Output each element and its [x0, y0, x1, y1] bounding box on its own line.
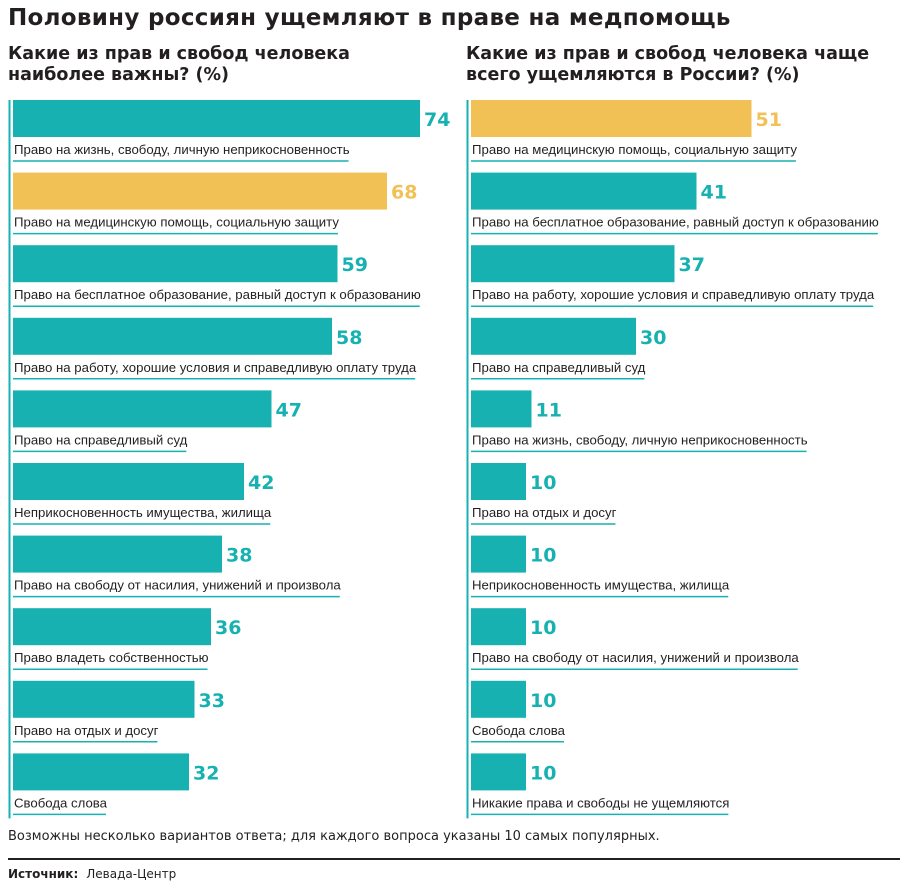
bar-highlighted: [13, 172, 387, 210]
bar-category-label: Неприкосновенность имущества, жилища: [472, 578, 730, 593]
bar: [13, 245, 338, 283]
bar-value-label: 42: [248, 472, 274, 494]
bar: [471, 317, 636, 355]
left-bar-chart: 74 Право на жизнь, свободу, личную неприк…: [8, 100, 450, 819]
bar-category-label: Свобода слова: [472, 723, 566, 738]
bar-value-label: 47: [276, 399, 302, 421]
left-chart-heading: Какие из прав и свобод человека наиболее…: [8, 44, 350, 85]
bar-value-label: 33: [199, 690, 225, 712]
bar: [13, 608, 211, 646]
source-value: Левада-Центр: [86, 867, 177, 881]
bar-value-label: 10: [530, 617, 556, 639]
right-chart-heading: Какие из прав и свобод человека чаще все…: [466, 44, 870, 85]
bar-value-label: 10: [530, 472, 556, 494]
source-label: Источник:: [8, 867, 79, 881]
bar-category-label: Право на бесплатное образование, равный …: [472, 215, 879, 230]
bar-highlighted: [471, 100, 752, 137]
bar-category-label: Право на справедливый суд: [14, 432, 188, 447]
bar: [471, 753, 526, 791]
bar-value-label: 74: [424, 109, 450, 131]
bar-value-label: 59: [342, 254, 368, 276]
bar-category-label: Право на отдых и досуг: [14, 723, 159, 738]
bar-category-label: Право на работу, хорошие условия и справ…: [472, 287, 875, 302]
bar-category-label: Никакие права и свободы не ущемляются: [472, 795, 729, 810]
bar-category-label: Право на свободу от насилия, унижений и …: [14, 578, 341, 593]
footnote: Возможны несколько вариантов ответа; для…: [8, 829, 660, 844]
bar: [471, 172, 697, 210]
bar-value-label: 10: [530, 690, 556, 712]
bar: [13, 680, 195, 718]
source-line: Источник: Левада-Центр: [8, 866, 176, 882]
bar: [13, 535, 222, 573]
bar-category-label: Право на отдых и досуг: [472, 505, 617, 520]
bar-category-label: Право на медицинскую помощь, социальную …: [14, 215, 339, 230]
bar-category-label: Право владеть собственностью: [14, 650, 209, 665]
bar: [13, 100, 420, 137]
bar: [471, 608, 526, 646]
bar-category-label: Право на жизнь, свободу, личную неприкос…: [14, 142, 350, 157]
chart-title: Половину россиян ущемляют в праве на мед…: [8, 5, 731, 31]
bar-category-label: Право на жизнь, свободу, личную неприкос…: [472, 432, 808, 447]
bar-value-label: 10: [530, 545, 556, 567]
footer-divider: [8, 858, 900, 860]
bar: [13, 753, 189, 791]
right-panel: Какие из прав и свобод человека чаще все…: [466, 44, 900, 819]
bar-value-label: 38: [226, 545, 252, 567]
bar-value-label: 10: [530, 762, 556, 784]
bar-value-label: 41: [701, 182, 727, 204]
bar-value-label: 30: [640, 327, 666, 349]
bar: [471, 463, 526, 500]
bar: [471, 535, 526, 573]
bar: [471, 390, 532, 428]
bar: [13, 463, 244, 500]
bar: [13, 390, 272, 428]
bar-value-label: 68: [391, 182, 417, 204]
bar-value-label: 11: [536, 399, 562, 421]
bar-category-label: Право на бесплатное образование, равный …: [14, 287, 421, 302]
bar-category-label: Право на медицинскую помощь, социальную …: [472, 142, 797, 157]
bar-category-label: Право на работу, хорошие условия и справ…: [14, 360, 417, 375]
bar-category-label: Неприкосновенность имущества, жилища: [14, 505, 272, 520]
bar-value-label: 51: [756, 109, 782, 131]
bar-category-label: Право на свободу от насилия, унижений и …: [472, 650, 799, 665]
bar-category-label: Право на справедливый суд: [472, 360, 646, 375]
bar-value-label: 32: [193, 762, 219, 784]
bar: [471, 680, 526, 718]
bar: [471, 245, 675, 283]
left-panel: Какие из прав и свобод человека наиболее…: [8, 44, 450, 819]
right-bar-chart: 51 Право на медицинскую помощь, социальну…: [466, 100, 879, 819]
bar: [13, 317, 332, 355]
bar-value-label: 58: [336, 327, 362, 349]
bar-value-label: 36: [215, 617, 241, 639]
bar-value-label: 37: [679, 254, 705, 276]
bar-category-label: Свобода слова: [14, 795, 108, 810]
